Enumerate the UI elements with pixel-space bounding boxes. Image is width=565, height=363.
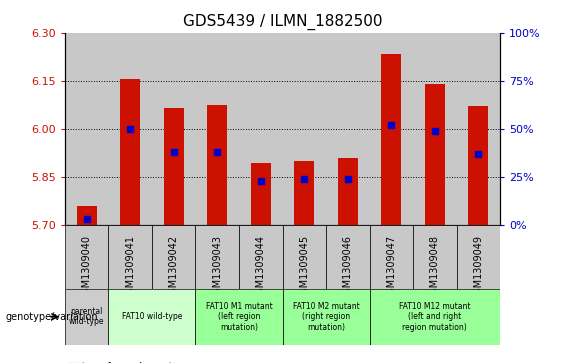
- Bar: [457, 33, 500, 225]
- Bar: [108, 289, 195, 345]
- Title: GDS5439 / ILMN_1882500: GDS5439 / ILMN_1882500: [182, 14, 383, 30]
- Bar: [370, 289, 500, 345]
- Text: FAT10 M12 mutant
(left and right
region mutation): FAT10 M12 mutant (left and right region …: [399, 302, 471, 332]
- Text: FAT10 M2 mutant
(right region
mutation): FAT10 M2 mutant (right region mutation): [293, 302, 359, 332]
- Text: GSM1309042: GSM1309042: [169, 234, 179, 300]
- Bar: [370, 33, 413, 225]
- Text: transformed count: transformed count: [82, 362, 173, 363]
- Bar: [326, 225, 370, 289]
- Bar: [326, 33, 370, 225]
- Text: parental
wild-type: parental wild-type: [69, 307, 105, 326]
- Bar: [282, 33, 326, 225]
- Bar: [164, 108, 184, 225]
- Text: ■: ■: [68, 362, 79, 363]
- Bar: [370, 225, 413, 289]
- Text: genotype/variation: genotype/variation: [6, 312, 98, 322]
- Bar: [282, 289, 370, 345]
- Bar: [65, 33, 108, 225]
- Text: FAT10 M1 mutant
(left region
mutation): FAT10 M1 mutant (left region mutation): [206, 302, 272, 332]
- Text: GSM1309043: GSM1309043: [212, 234, 222, 299]
- Bar: [108, 33, 152, 225]
- Text: GSM1309048: GSM1309048: [430, 234, 440, 299]
- Bar: [425, 84, 445, 225]
- Text: GSM1309049: GSM1309049: [473, 234, 483, 299]
- Bar: [294, 161, 314, 225]
- Bar: [195, 289, 282, 345]
- Bar: [195, 225, 239, 289]
- Text: GSM1309046: GSM1309046: [343, 234, 353, 299]
- Bar: [251, 163, 271, 225]
- Bar: [282, 225, 326, 289]
- Bar: [65, 289, 108, 345]
- Bar: [65, 225, 108, 289]
- Bar: [77, 206, 97, 225]
- Bar: [152, 33, 195, 225]
- Bar: [207, 105, 227, 225]
- Bar: [413, 225, 457, 289]
- Text: GSM1309047: GSM1309047: [386, 234, 396, 300]
- Bar: [381, 53, 401, 225]
- Bar: [120, 79, 140, 225]
- Text: GSM1309044: GSM1309044: [256, 234, 266, 299]
- Text: FAT10 wild-type: FAT10 wild-type: [122, 312, 182, 321]
- Bar: [338, 158, 358, 225]
- Text: GSM1309045: GSM1309045: [299, 234, 309, 300]
- Text: GSM1309041: GSM1309041: [125, 234, 135, 299]
- Text: GSM1309040: GSM1309040: [82, 234, 92, 299]
- Bar: [108, 225, 152, 289]
- Bar: [239, 225, 282, 289]
- Bar: [468, 106, 488, 225]
- Bar: [152, 225, 195, 289]
- Bar: [239, 33, 282, 225]
- Bar: [457, 225, 500, 289]
- Bar: [413, 33, 457, 225]
- Bar: [195, 33, 239, 225]
